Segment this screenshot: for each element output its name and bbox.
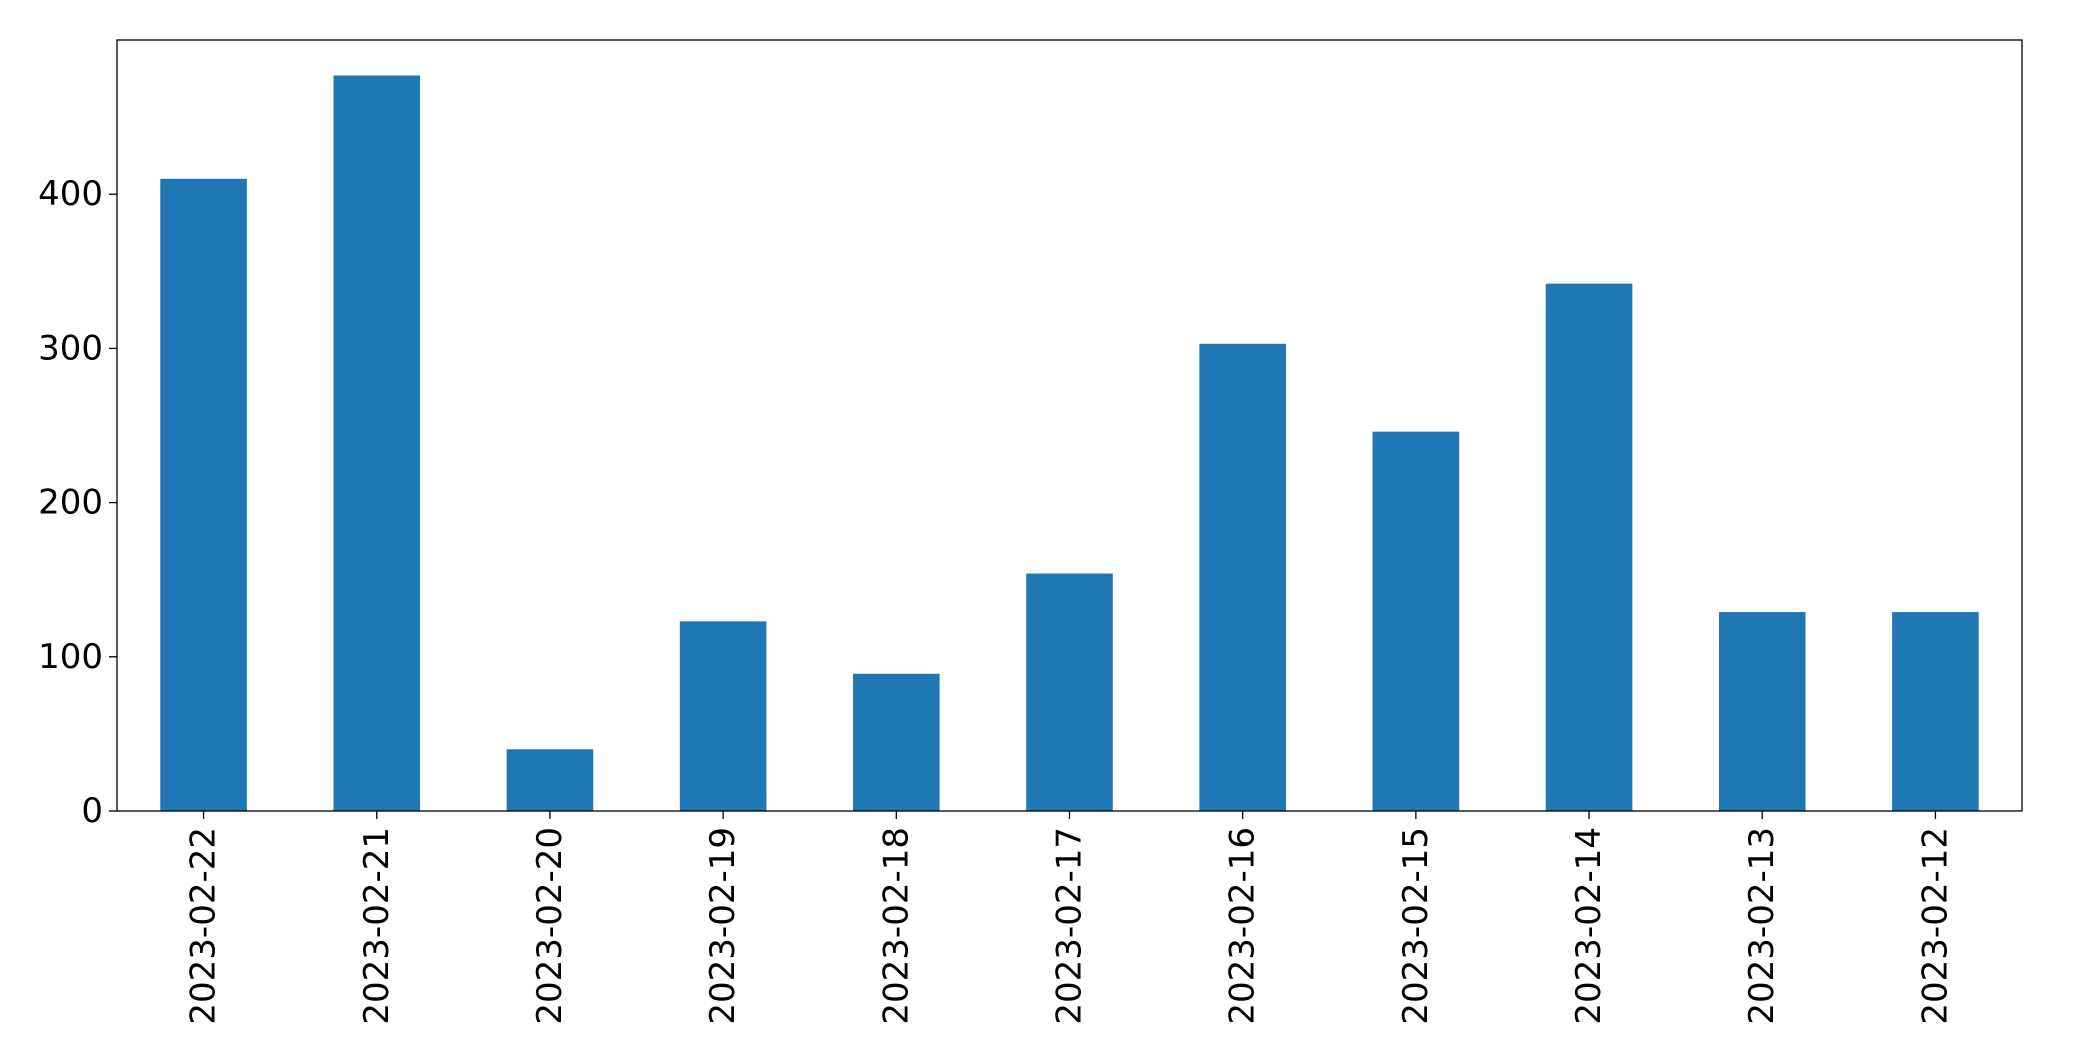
bar-2023-02-15	[1372, 431, 1460, 811]
x-tick-label: 2023-02-16	[1223, 827, 1263, 1025]
x-tick-label: 2023-02-13	[1742, 827, 1782, 1025]
bar-2023-02-13	[1718, 612, 1806, 811]
x-tick-label: 2023-02-22	[184, 827, 224, 1025]
x-axis: 2023-02-22 2023-02-21 2023-02-20 2023-02-19…	[184, 811, 1955, 1025]
bar-2023-02-22	[160, 178, 247, 811]
bar-2023-02-12	[1892, 612, 1979, 811]
y-tick-label: 0	[81, 791, 103, 831]
bar-2023-02-21	[333, 75, 421, 811]
bar-2023-02-14	[1545, 283, 1633, 811]
x-tick-label: 2023-02-21	[357, 827, 397, 1025]
bars-layer	[160, 75, 1979, 811]
bar-2023-02-18	[853, 673, 940, 811]
x-tick-label: 2023-02-14	[1569, 827, 1609, 1025]
bar-2023-02-17	[1026, 573, 1113, 811]
y-tick-label: 100	[38, 637, 103, 677]
bar-2023-02-16	[1199, 343, 1286, 811]
y-tick-label: 400	[38, 174, 103, 214]
y-axis: 0 100 200 300 400	[38, 174, 117, 831]
x-tick-label: 2023-02-15	[1396, 827, 1436, 1025]
plot-frame	[116, 39, 2023, 812]
x-tick-label: 2023-02-12	[1915, 827, 1955, 1025]
x-tick-label: 2023-02-19	[703, 827, 743, 1025]
y-tick-label: 200	[38, 483, 103, 523]
x-tick-label: 2023-02-20	[530, 827, 570, 1025]
y-tick-label: 300	[38, 328, 103, 368]
bar-2023-02-19	[679, 621, 767, 811]
bar-2023-02-20	[506, 749, 594, 811]
x-tick-label: 2023-02-18	[876, 827, 916, 1025]
x-tick-label: 2023-02-17	[1050, 827, 1090, 1025]
